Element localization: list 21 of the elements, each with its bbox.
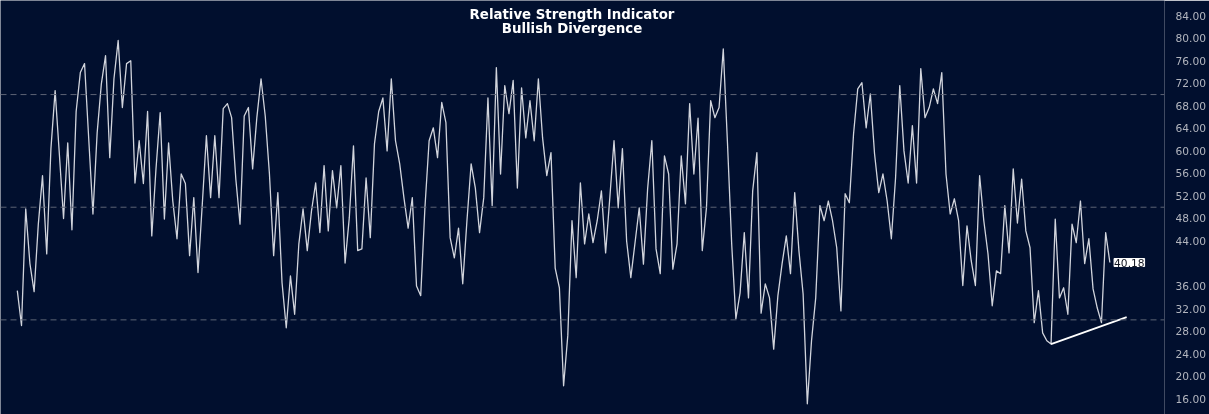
y-tick-label: 20.00 (1175, 370, 1207, 384)
y-tick-label: 72.00 (1175, 77, 1207, 91)
y-tick-label: 28.00 (1175, 325, 1207, 339)
y-tick-label: 16.00 (1175, 392, 1207, 406)
y-tick-label: 76.00 (1175, 54, 1207, 68)
y-tick-label: 80.00 (1175, 32, 1207, 46)
y-tick-label: 56.00 (1175, 167, 1207, 181)
line-series (16, 39, 1111, 405)
y-tick-label: 68.00 (1175, 99, 1207, 113)
text: Relative Strength Indicator (469, 7, 675, 22)
y-tick-label: 64.00 (1175, 122, 1207, 136)
y-tick-label: 36.00 (1175, 280, 1207, 294)
y-tick-label: 52.00 (1175, 189, 1207, 203)
y-tick-label: 48.00 (1175, 212, 1207, 226)
y-tick-label: 24.00 (1175, 347, 1207, 361)
text: Bullish Divergence (501, 21, 643, 36)
y-tick-label: 84.00 (1175, 9, 1207, 23)
y-tick-label: 60.00 (1175, 144, 1207, 158)
y-tick-label: 44.00 (1175, 235, 1207, 249)
y-tick-label: 32.00 (1175, 302, 1207, 316)
data-label: 40.18 (1114, 256, 1145, 270)
